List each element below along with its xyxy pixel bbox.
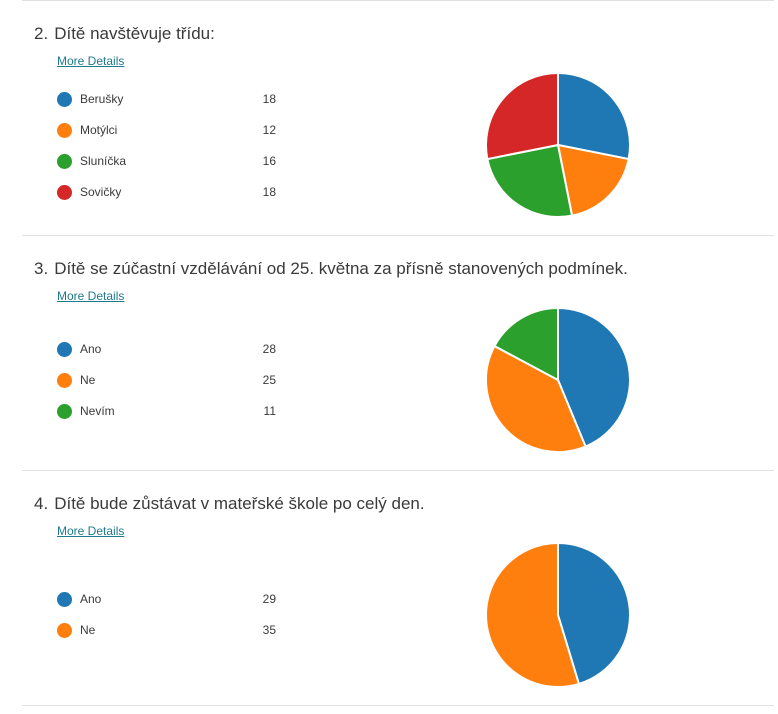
- legend-item: Berušky 18: [57, 91, 297, 109]
- question-text: Dítě se zúčastní vzdělávání od 25. květn…: [54, 259, 628, 278]
- divider: [22, 470, 774, 471]
- legend-label: Ne: [80, 623, 96, 637]
- question-title: 4. Dítě bude zůstávat v mateřské škole po…: [34, 494, 425, 514]
- legend-item: Sovičky 18: [57, 184, 297, 202]
- divider-top: [22, 0, 774, 1]
- question-2: 2. Dítě navštěvuje třídu: More Details Be…: [0, 24, 778, 234]
- legend-count: 18: [262, 92, 276, 106]
- legend-label: Sovičky: [80, 185, 122, 199]
- pie-slice-ne[interactable]: [485, 541, 581, 688]
- legend-label: Nevím: [80, 404, 115, 418]
- pie-slice-ne[interactable]: [484, 344, 587, 453]
- legend-item: Ne 25: [57, 372, 297, 390]
- legend-label: Sluníčka: [80, 154, 127, 168]
- legend-swatch: [57, 185, 72, 200]
- question-number: 3.: [34, 259, 49, 278]
- pie-slice-ano[interactable]: [557, 541, 631, 686]
- legend-swatch: [57, 373, 72, 388]
- legend-label: Motýlci: [80, 123, 118, 137]
- divider: [22, 705, 774, 706]
- legend-swatch: [57, 123, 72, 138]
- question-3: 3. Dítě se zúčastní vzdělávání od 25. kvě…: [0, 259, 778, 469]
- more-details-link[interactable]: More Details: [57, 524, 125, 538]
- question-4: 4. Dítě bude zůstávat v mateřské škole po…: [0, 494, 778, 704]
- more-details-link[interactable]: More Details: [57, 54, 125, 68]
- pie-slice-sovičky[interactable]: [484, 71, 559, 161]
- pie-slice-sluníčka[interactable]: [486, 143, 574, 219]
- divider: [22, 235, 774, 236]
- question-number: 4.: [34, 494, 49, 513]
- question-title: 3. Dítě se zúčastní vzdělávání od 25. kvě…: [34, 259, 628, 279]
- legend-item: Ano 28: [57, 341, 297, 359]
- pie-chart: [484, 306, 631, 453]
- legend-swatch: [57, 592, 72, 607]
- legend-item: Ne 35: [57, 622, 297, 640]
- legend-count: 35: [262, 623, 276, 637]
- pie-chart: [484, 71, 632, 219]
- legend-label: Ano: [80, 592, 102, 606]
- pie-slice-motýlci[interactable]: [556, 143, 630, 217]
- legend-item: Sluníčka 16: [57, 153, 297, 171]
- legend-swatch: [57, 342, 72, 357]
- pie-slice-nevím[interactable]: [493, 306, 559, 382]
- question-text: Dítě bude zůstávat v mateřské škole po c…: [54, 494, 425, 513]
- legend-count: 25: [262, 373, 276, 387]
- legend-item: Nevím 11: [57, 403, 297, 421]
- legend-item: Ano 29: [57, 591, 297, 609]
- legend-count: 18: [262, 185, 276, 199]
- question-text: Dítě navštěvuje třídu:: [54, 24, 215, 43]
- legend-count: 16: [262, 154, 276, 168]
- legend-count: 12: [262, 123, 276, 137]
- pie-chart: [485, 541, 631, 688]
- question-title: 2. Dítě navštěvuje třídu:: [34, 24, 215, 44]
- legend-swatch: [57, 92, 72, 107]
- more-details-link[interactable]: More Details: [57, 289, 125, 303]
- question-number: 2.: [34, 24, 49, 43]
- legend-swatch: [57, 623, 72, 638]
- legend-item: Motýlci 12: [57, 122, 297, 140]
- pie-slice-berušky[interactable]: [557, 71, 632, 161]
- legend-swatch: [57, 154, 72, 169]
- legend-count: 28: [262, 342, 276, 356]
- pie-slice-ano[interactable]: [557, 306, 631, 448]
- legend-swatch: [57, 404, 72, 419]
- legend-label: Berušky: [80, 92, 124, 106]
- legend-count: 11: [263, 404, 276, 418]
- legend-count: 29: [262, 592, 276, 606]
- legend-label: Ano: [80, 342, 102, 356]
- legend-label: Ne: [80, 373, 96, 387]
